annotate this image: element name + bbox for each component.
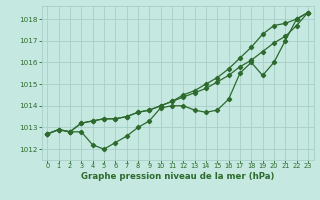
X-axis label: Graphe pression niveau de la mer (hPa): Graphe pression niveau de la mer (hPa) — [81, 172, 274, 181]
